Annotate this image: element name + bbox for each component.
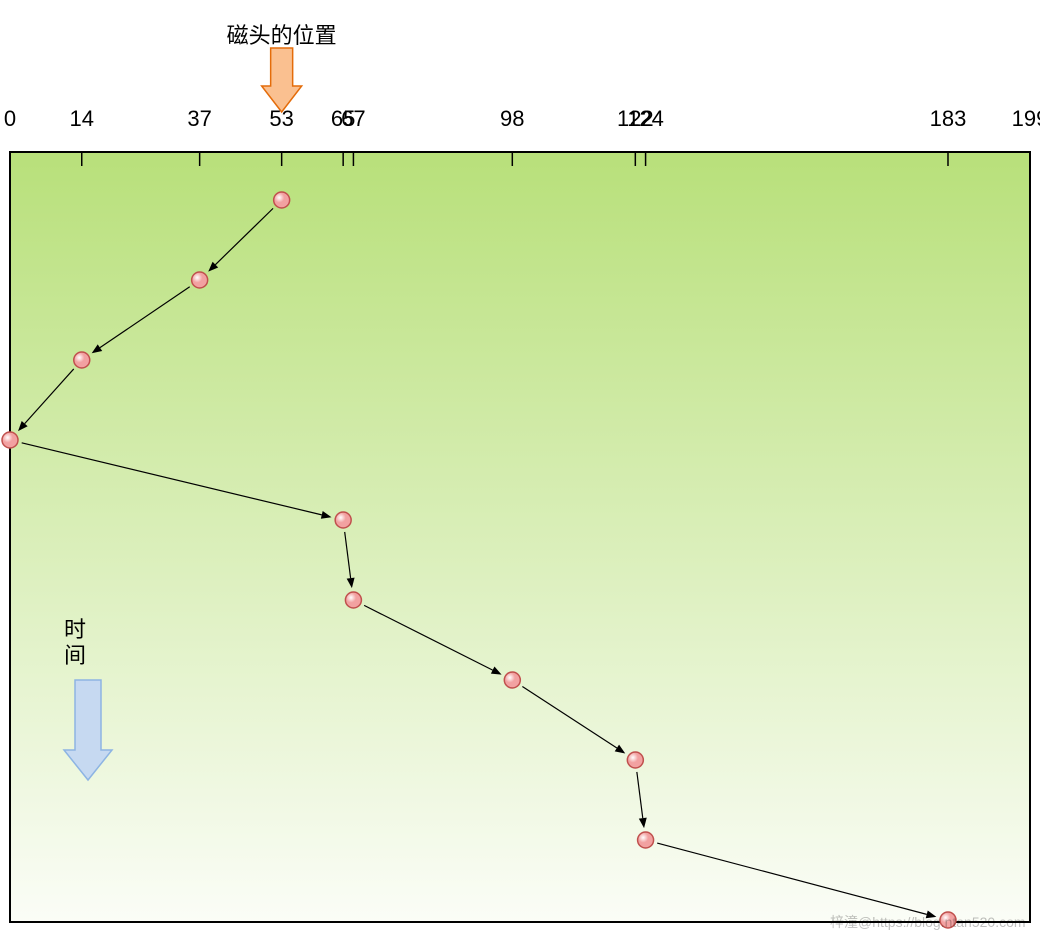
seek-node (345, 592, 361, 608)
axis-tick-label: 183 (930, 106, 967, 132)
axis-tick-label: 67 (341, 106, 365, 132)
head-position-arrow (262, 48, 302, 112)
seek-node (192, 272, 208, 288)
time-label-char: 间 (64, 638, 86, 670)
seek-node (274, 192, 290, 208)
axis-tick-label: 199 (1012, 106, 1040, 132)
diagram-svg (0, 0, 1040, 932)
axis-tick-label: 124 (627, 106, 664, 132)
axis-tick-label: 14 (70, 106, 94, 132)
watermark: 梓潼@https://blog.ntan520.com (830, 912, 1026, 932)
axis-tick-label: 37 (187, 106, 211, 132)
axis-tick-label: 98 (500, 106, 524, 132)
axis-tick-label: 53 (269, 106, 293, 132)
seek-node (74, 352, 90, 368)
head-position-label: 磁头的位置 (227, 18, 337, 50)
axis-tick-label: 0 (4, 106, 16, 132)
diagram-container: { "canvas": { "width": 1040, "height": 9… (0, 0, 1040, 932)
seek-node (504, 672, 520, 688)
seek-node (638, 832, 654, 848)
seek-node (627, 752, 643, 768)
seek-node (2, 432, 18, 448)
seek-node (335, 512, 351, 528)
